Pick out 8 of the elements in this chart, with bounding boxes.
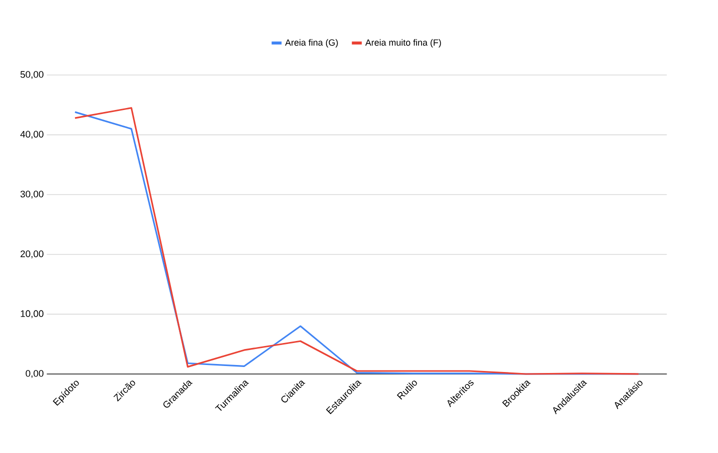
legend-label: Areia fina (G)	[285, 39, 338, 48]
y-tick-label: 20,00	[20, 250, 44, 258]
legend-label: Areia muito fina (F)	[365, 39, 441, 48]
y-tick-label: 40,00	[20, 130, 44, 139]
y-tick-label: 50,00	[20, 71, 44, 79]
y-tick-label: 0,00	[26, 370, 44, 378]
y-tick-label: 30,00	[20, 190, 44, 199]
y-tick-label: 10,00	[20, 310, 44, 318]
